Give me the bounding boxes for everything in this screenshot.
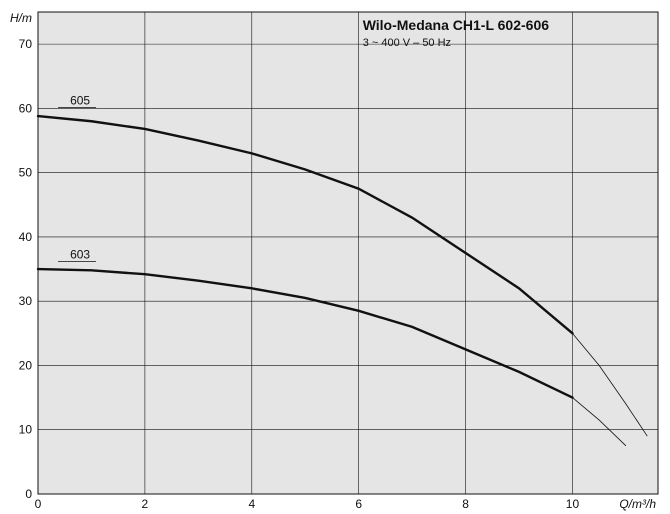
x-axis-label: Q/m³/h	[619, 497, 656, 511]
y-tick-label: 10	[19, 423, 33, 437]
pump-curve-chart: 0 2 4 6 8 10 Q/m³/h 0 10 20 30 40 50 60 70 H/m Wilo-Meda…	[0, 0, 670, 514]
x-tick-label: 6	[355, 497, 362, 511]
series-label-605: 605	[70, 93, 90, 107]
x-tick-label: 2	[142, 497, 149, 511]
x-tick-label: 0	[35, 497, 42, 511]
y-tick-label: 20	[19, 358, 33, 372]
y-tick-label: 50	[19, 166, 33, 180]
x-tick-label: 10	[566, 497, 580, 511]
series-label-603: 603	[70, 248, 90, 262]
y-axis-label: H/m	[10, 11, 32, 25]
chart-title: Wilo-Medana CH1-L 602-606	[363, 17, 550, 33]
y-tick-label: 40	[19, 230, 33, 244]
chart-subtitle: 3 ~ 400 V – 50 Hz	[363, 37, 451, 49]
x-tick-label: 4	[248, 497, 255, 511]
y-tick-label: 70	[19, 37, 33, 51]
x-tick-label: 8	[462, 497, 469, 511]
y-tick-label: 0	[25, 487, 32, 501]
plot-area	[38, 12, 658, 494]
chart-svg: 0 2 4 6 8 10 Q/m³/h 0 10 20 30 40 50 60 70 H/m Wilo-Meda…	[0, 0, 670, 514]
y-tick-label: 30	[19, 294, 33, 308]
y-tick-label: 60	[19, 101, 33, 115]
